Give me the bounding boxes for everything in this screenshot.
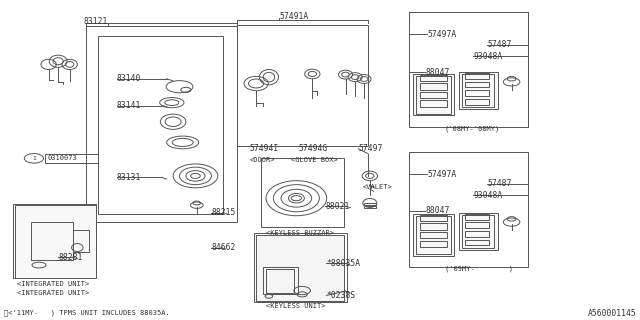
Text: <KEYLESS UNIT>: <KEYLESS UNIT> [266, 303, 325, 309]
Bar [256, 236, 344, 301]
Text: 57497: 57497 [358, 144, 383, 153]
Text: A560001145: A560001145 [588, 309, 636, 318]
Bar [254, 233, 347, 302]
Bar [410, 152, 527, 267]
Bar [416, 76, 451, 114]
Bar [420, 83, 447, 90]
Bar [413, 74, 454, 116]
Text: 1: 1 [32, 156, 36, 161]
Bar [460, 213, 497, 250]
Text: 93048A: 93048A [473, 52, 502, 61]
Bar [420, 223, 447, 230]
Bar [420, 241, 447, 247]
Text: 93048A: 93048A [473, 190, 502, 199]
Bar [15, 204, 96, 278]
Text: ('08MY-'08MY): ('08MY-'08MY) [445, 125, 500, 132]
Bar [420, 215, 447, 221]
Text: 57497A: 57497A [428, 30, 456, 39]
Bar [465, 214, 489, 220]
Bar [465, 73, 489, 79]
Bar [31, 222, 73, 260]
Bar [462, 215, 493, 248]
Bar [420, 232, 447, 238]
Text: <INTEGRATED UNIT>: <INTEGRATED UNIT> [17, 290, 89, 296]
Bar [364, 203, 376, 205]
Bar [420, 75, 447, 81]
Bar [465, 222, 489, 228]
Bar [420, 100, 447, 107]
Bar [410, 12, 527, 126]
Bar [86, 23, 237, 222]
Text: 57494I: 57494I [250, 144, 279, 153]
Bar [465, 90, 489, 96]
Bar [237, 25, 368, 146]
Bar [465, 82, 489, 87]
Text: 83141: 83141 [117, 101, 141, 110]
Bar [413, 214, 454, 256]
Text: *88035A: *88035A [326, 259, 360, 268]
Text: *0238S: *0238S [326, 291, 356, 300]
Bar [420, 92, 447, 98]
Bar [99, 36, 223, 214]
Text: <KEYLESS BUZZAR>: <KEYLESS BUZZAR> [266, 229, 333, 236]
Bar [460, 72, 497, 109]
Bar [45, 154, 98, 163]
Text: 88047: 88047 [426, 68, 450, 77]
Text: 57497A: 57497A [428, 170, 456, 179]
Text: 83121: 83121 [84, 17, 108, 26]
Bar [364, 206, 376, 208]
Text: <GLOVE BOX>: <GLOVE BOX> [291, 157, 338, 163]
Text: 83140: 83140 [117, 74, 141, 83]
Bar [416, 216, 451, 254]
Bar [266, 269, 294, 293]
Text: 0310073: 0310073 [48, 156, 77, 161]
Text: <DOOR>: <DOOR> [250, 157, 275, 163]
Text: ※<'11MY-   ) TPMS UNIT INCLUDES 88035A.: ※<'11MY- ) TPMS UNIT INCLUDES 88035A. [4, 309, 170, 316]
Text: 88047: 88047 [426, 206, 450, 215]
Bar [13, 204, 97, 278]
Bar [465, 240, 489, 245]
Text: 84662: 84662 [211, 243, 236, 252]
Bar [261, 158, 344, 227]
Text: <VALET>: <VALET> [363, 184, 392, 190]
Text: 88281: 88281 [58, 252, 83, 262]
Bar [465, 99, 489, 105]
Bar [462, 74, 493, 108]
Text: 57494G: 57494G [298, 144, 328, 153]
Text: ('09MY-        ): ('09MY- ) [445, 266, 513, 272]
Bar [73, 230, 89, 252]
Text: 88021: 88021 [325, 202, 349, 211]
Text: 57487: 57487 [487, 179, 512, 188]
Text: 88215: 88215 [211, 208, 236, 217]
Text: <INTEGRATED UNIT>: <INTEGRATED UNIT> [17, 281, 89, 287]
Bar [465, 231, 489, 237]
Text: 83131: 83131 [117, 173, 141, 182]
Text: 57491A: 57491A [279, 12, 308, 21]
Text: 57487: 57487 [487, 40, 512, 49]
Bar [262, 267, 298, 294]
